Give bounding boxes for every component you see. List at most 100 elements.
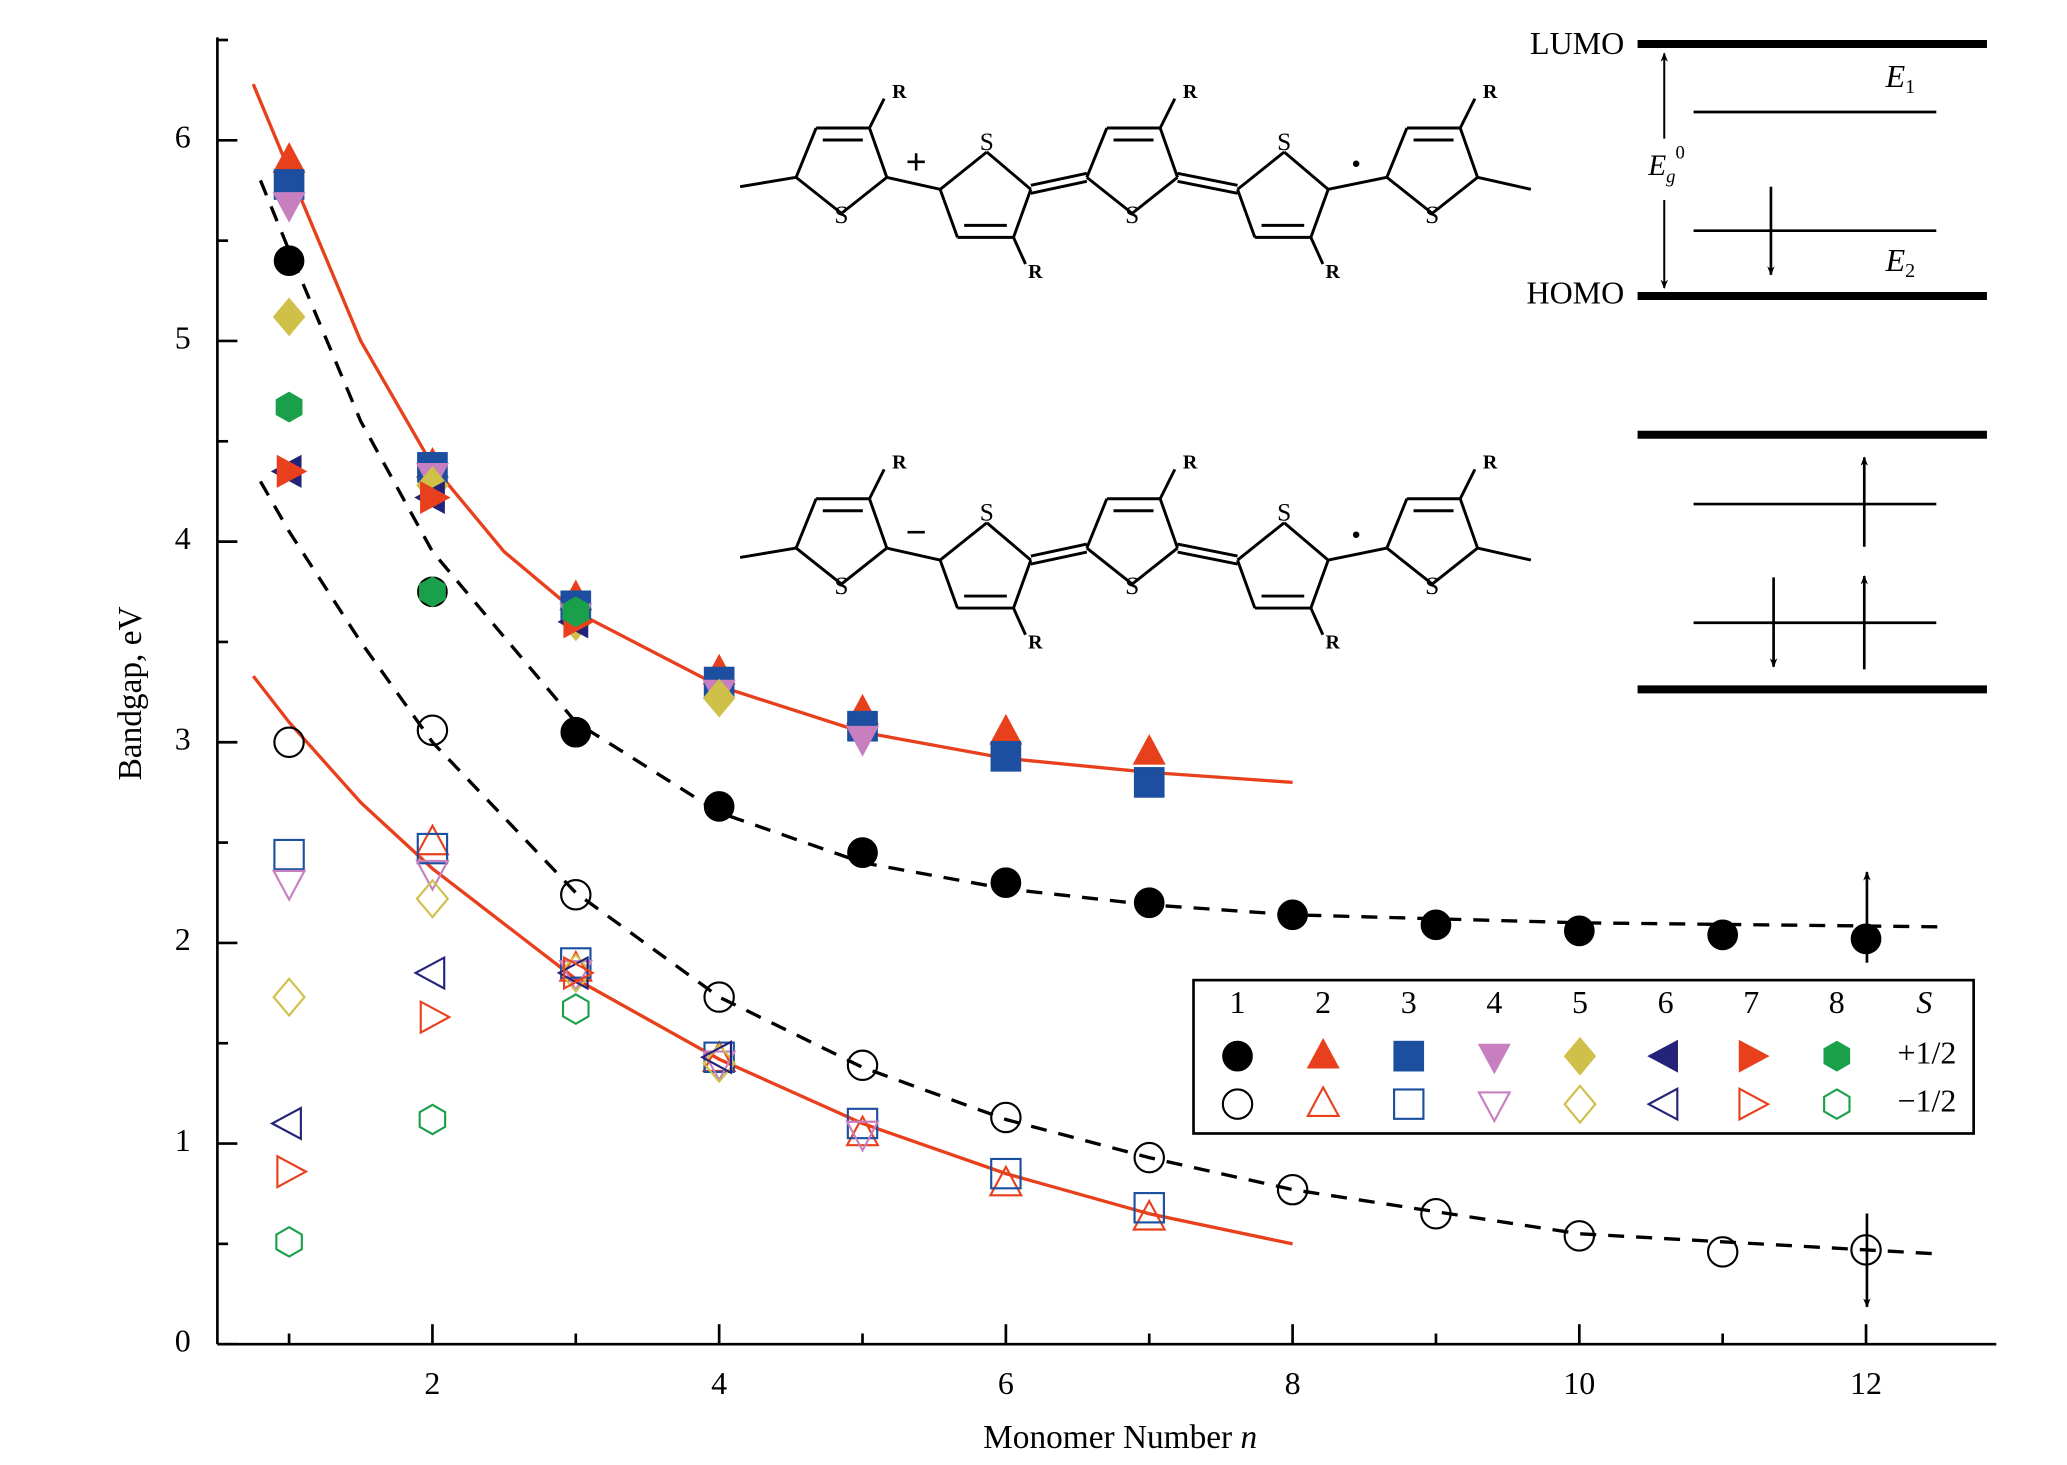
data-point [1133, 1192, 1165, 1224]
substituent-label: R [892, 81, 907, 103]
bond [1085, 498, 1109, 549]
data-point [415, 823, 450, 856]
bond [1030, 171, 1088, 187]
fit-curve [251, 675, 1293, 1246]
substituent-label: R [1326, 261, 1341, 283]
charge-label: − [906, 513, 927, 554]
bond [1131, 546, 1179, 586]
bond [1030, 542, 1088, 558]
data-point [416, 832, 449, 865]
data-point [1276, 1173, 1309, 1206]
bond [1385, 546, 1434, 586]
bond [1012, 236, 1027, 265]
legend-label: 2 [1315, 984, 1331, 1020]
data-point [846, 1049, 879, 1082]
bond [1431, 176, 1479, 215]
y-tick-label: 4 [175, 520, 191, 556]
atom-label: S [1277, 499, 1291, 527]
energy-diagram [1637, 40, 1987, 1308]
x-axis-label-var: n [1241, 1419, 1258, 1456]
legend-marker [1393, 1040, 1425, 1072]
data-point [1277, 899, 1308, 931]
bond [1385, 127, 1409, 178]
bond [1030, 550, 1088, 566]
homo-label: HOMO [1526, 274, 1624, 310]
bond [985, 150, 1032, 191]
y-tick-label: 6 [175, 119, 191, 155]
atom-label: S [1277, 128, 1291, 156]
data-point [273, 726, 305, 758]
bond [868, 127, 889, 178]
data-point [845, 725, 879, 757]
x-axis-label-text: Monomer Number [983, 1419, 1232, 1456]
data-point [703, 981, 735, 1013]
data-point [989, 713, 1023, 745]
data-point [990, 1101, 1022, 1134]
data-point [272, 977, 306, 1018]
data-point [988, 1164, 1024, 1197]
substituent-label: R [1028, 261, 1043, 283]
data-point [273, 245, 305, 277]
bond [1431, 546, 1479, 586]
bond [868, 498, 889, 549]
bond [1012, 607, 1027, 636]
data-point [558, 960, 593, 993]
lumo-label: LUMO [1530, 25, 1624, 61]
fit-curve [258, 179, 1938, 929]
bond [1385, 498, 1409, 549]
bond [1385, 176, 1434, 215]
data-point [702, 1043, 736, 1084]
legend-label: 1 [1230, 984, 1246, 1020]
substituent-label: R [1028, 632, 1043, 654]
bond [739, 546, 797, 559]
data-point [416, 714, 449, 746]
substituent-label: R [892, 452, 907, 474]
bond [1236, 559, 1257, 609]
legend-marker [1477, 1043, 1511, 1075]
data-point [990, 740, 1022, 772]
x-tick-label: 4 [711, 1365, 727, 1401]
atom-label: S [1425, 201, 1439, 229]
x-tick-label: 8 [1285, 1365, 1301, 1401]
bond [868, 98, 886, 129]
atom-label: S [1125, 201, 1139, 229]
e2-label: E2 [1885, 242, 1916, 281]
data-point [1706, 1236, 1739, 1268]
bond [1309, 607, 1325, 636]
bond [795, 546, 843, 586]
data-point [415, 859, 450, 892]
bond [1327, 546, 1388, 562]
eg-label: Eg0 [1647, 143, 1685, 188]
data-point [990, 867, 1022, 899]
bond [1236, 150, 1286, 191]
data-point [418, 1103, 447, 1136]
atom-label: S [980, 128, 994, 156]
data-point [1132, 734, 1166, 765]
legend-label: 6 [1658, 984, 1674, 1020]
legend-marker [1477, 1091, 1512, 1124]
bond [1458, 468, 1477, 500]
data-point [273, 838, 305, 871]
e1-label: E1 [1885, 58, 1916, 97]
data-point [415, 878, 450, 919]
atom-label: S [834, 201, 848, 229]
fit-curve [251, 83, 1293, 785]
legend-label: 4 [1486, 984, 1502, 1020]
legend-marker [1563, 1036, 1597, 1076]
data-point [1131, 1198, 1167, 1231]
bond [1458, 127, 1479, 178]
data-point [556, 955, 589, 991]
atom-label: S [1125, 572, 1139, 600]
e2-sub: 2 [1905, 260, 1915, 282]
charge-label: + [906, 142, 927, 183]
data-point [271, 869, 307, 902]
data-point [990, 1157, 1022, 1190]
data-point [563, 955, 595, 991]
bond [1309, 559, 1330, 609]
legend-marker [1306, 1085, 1341, 1117]
bond [1158, 498, 1179, 549]
bond [985, 521, 1032, 562]
bond [795, 176, 843, 215]
x-tick-label: 12 [1850, 1365, 1882, 1401]
data-point [703, 791, 735, 822]
